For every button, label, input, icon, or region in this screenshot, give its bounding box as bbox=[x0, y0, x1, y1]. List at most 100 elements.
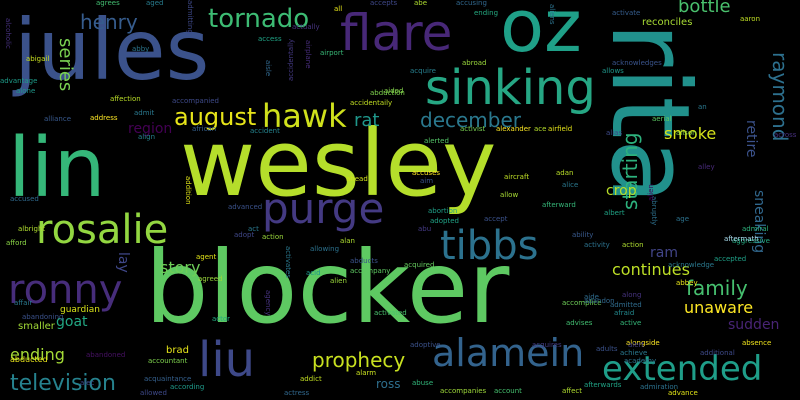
word-abe: abe bbox=[414, 0, 428, 7]
word-an: an bbox=[698, 103, 707, 111]
word-african: african bbox=[192, 125, 217, 133]
word-accuses: accuses bbox=[412, 169, 441, 177]
word-tibbs: tibbs bbox=[440, 223, 539, 269]
word-adan: adan bbox=[556, 169, 574, 177]
word-advantage: advantage bbox=[0, 77, 38, 85]
word-actress: actress bbox=[284, 389, 310, 397]
word-lay: lay bbox=[115, 252, 131, 273]
word-accompany: accompany bbox=[350, 267, 391, 275]
word-accompanies: accompanies bbox=[440, 387, 487, 395]
word-alcoholic: alcoholic bbox=[4, 18, 12, 49]
word-henry: henry bbox=[80, 10, 138, 34]
word-alongside: alongside bbox=[626, 339, 660, 347]
word-advanced: advanced bbox=[228, 203, 263, 211]
word-television: television bbox=[10, 371, 116, 396]
word-rita: rita bbox=[587, 22, 712, 205]
word-actually: actually bbox=[292, 23, 320, 31]
word-rat: rat bbox=[354, 110, 380, 131]
word-acknowledges: acknowledges bbox=[612, 59, 662, 67]
word-admiration: admiration bbox=[640, 383, 679, 391]
word-airport: airport bbox=[320, 49, 344, 57]
word-account: account bbox=[494, 387, 522, 395]
word-alias: alias bbox=[606, 129, 623, 137]
word-aerial: aerial bbox=[652, 115, 672, 123]
word-align: align bbox=[138, 133, 156, 141]
word-absence: absence bbox=[742, 339, 772, 347]
word-affair: affair bbox=[14, 299, 33, 307]
word-abortion: abortion bbox=[428, 207, 458, 215]
word-adopt: adopt bbox=[234, 231, 255, 239]
word-accident: accident bbox=[250, 127, 280, 135]
word-advance: advance bbox=[668, 389, 698, 397]
word-achieve: achieve bbox=[620, 349, 648, 357]
word-admitting: admitting bbox=[186, 0, 194, 34]
word-alan: alan bbox=[340, 237, 355, 245]
word-bottle: bottle bbox=[678, 0, 731, 17]
word-addition: addition bbox=[184, 176, 192, 205]
word-hawk: hawk bbox=[262, 97, 347, 135]
word-adoptive: adoptive bbox=[410, 341, 441, 349]
word-adopted: adopted bbox=[430, 217, 459, 225]
word-accept: accept bbox=[484, 215, 508, 223]
word-ahead: ahead bbox=[346, 175, 368, 183]
word-alley: alley bbox=[698, 163, 715, 171]
word-rosalie: rosalie bbox=[36, 207, 169, 253]
word-sinking: sinking bbox=[425, 60, 596, 116]
word-access: access bbox=[258, 35, 282, 43]
word-accomplice: accomplice bbox=[562, 299, 602, 307]
word-afterward: afterward bbox=[542, 201, 576, 209]
word-alien: alien bbox=[330, 277, 347, 285]
word-abducted: abducted bbox=[10, 355, 48, 364]
word-accidentally2: accidentally bbox=[287, 38, 295, 81]
word-action2: action bbox=[622, 241, 644, 249]
word-purge: purge bbox=[262, 184, 385, 233]
word-accidentaily: accidentaily bbox=[350, 99, 393, 107]
word-aaron: aaron bbox=[740, 15, 761, 23]
word-alice: alice bbox=[562, 181, 579, 189]
word-alarm: alarm bbox=[356, 369, 377, 377]
word-prophecy: prophecy bbox=[312, 348, 406, 372]
word-age: age bbox=[676, 215, 690, 223]
word-ross: ross bbox=[376, 377, 401, 391]
word-albert: albert bbox=[604, 209, 625, 217]
word-oz: oz bbox=[500, 0, 582, 68]
word-abu: abu bbox=[418, 225, 432, 233]
word-liu: liu bbox=[198, 332, 256, 388]
word-agent: agent bbox=[196, 253, 217, 261]
word-aftermath: aftermath bbox=[724, 235, 759, 243]
word-acquaintance: acquaintance bbox=[144, 375, 192, 383]
word-alec: alec bbox=[80, 379, 95, 387]
word-ending: ending bbox=[10, 345, 65, 364]
word-admit: admit bbox=[134, 109, 155, 117]
word-allowed: allowed bbox=[140, 389, 167, 397]
word-tornado: tornado bbox=[208, 4, 310, 34]
word-act: act bbox=[248, 225, 259, 233]
word-lin: lin bbox=[8, 121, 106, 216]
word-aide: aide bbox=[584, 293, 599, 301]
word-alamein: alamein bbox=[432, 331, 585, 375]
word-jules: jules bbox=[14, 1, 210, 99]
word-additional: additional bbox=[700, 349, 735, 357]
word-accountant: accountant bbox=[148, 357, 188, 365]
word-all: all bbox=[334, 5, 343, 13]
word-alien2: alien bbox=[647, 184, 655, 201]
word-acknowledge: acknowledge bbox=[668, 261, 715, 269]
word-august: august bbox=[174, 103, 257, 131]
word-abduction: abduction bbox=[370, 89, 405, 97]
word-afford: afford bbox=[6, 239, 27, 247]
word-active: active bbox=[620, 319, 642, 327]
word-advises: advises bbox=[566, 319, 593, 327]
word-retire: retire bbox=[743, 120, 759, 158]
word-actor: actor bbox=[212, 315, 231, 323]
word-adults: adults bbox=[596, 345, 618, 353]
word-december: december bbox=[420, 108, 522, 132]
word-according: according bbox=[170, 383, 205, 391]
word-accepts: accepts bbox=[370, 0, 398, 7]
word-smaller: smaller bbox=[18, 321, 55, 332]
word-addict: addict bbox=[300, 375, 322, 383]
word-affection: affection bbox=[110, 95, 141, 103]
word-unaware: unaware bbox=[684, 298, 754, 317]
word-albright: albright bbox=[18, 225, 46, 233]
word-agency: agency bbox=[264, 290, 272, 316]
